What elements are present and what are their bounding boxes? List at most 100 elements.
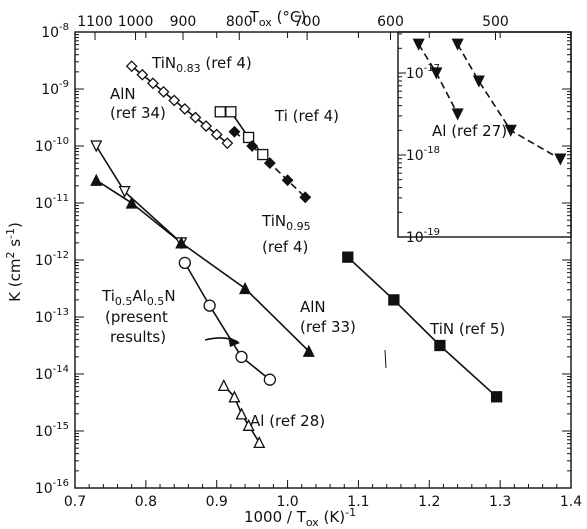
data-point bbox=[118, 185, 131, 199]
data-point bbox=[214, 106, 226, 118]
y-tick-label: 10-10 bbox=[35, 136, 69, 155]
top-axis-label: Tox (°C) bbox=[249, 8, 307, 29]
label-aln33: AlN bbox=[300, 298, 326, 316]
data-point bbox=[490, 391, 503, 403]
data-point bbox=[221, 137, 234, 150]
top-tick-label: 500 bbox=[482, 14, 509, 30]
label-present: Ti0.5Al0.5N bbox=[101, 287, 176, 308]
data-point bbox=[430, 67, 443, 80]
x-tick-label: 0.7 bbox=[64, 494, 86, 510]
label-tin095: TiN0.95 bbox=[261, 212, 311, 233]
data-point bbox=[302, 344, 315, 357]
y-tick-label: 10-9 bbox=[41, 79, 69, 98]
x-tick-label: 1.3 bbox=[489, 494, 511, 510]
data-point bbox=[472, 75, 485, 88]
x-tick-label: 0.9 bbox=[206, 494, 228, 510]
series-markers bbox=[90, 38, 567, 449]
data-point bbox=[147, 77, 159, 90]
data-point bbox=[217, 378, 230, 392]
data-point bbox=[200, 120, 213, 132]
inset-series-line bbox=[417, 43, 459, 115]
data-point bbox=[253, 435, 266, 449]
data-point bbox=[388, 294, 400, 306]
top-tick-label: 700 bbox=[294, 14, 321, 30]
data-point bbox=[451, 38, 464, 51]
label-al27: Al (ref 27) bbox=[432, 122, 507, 140]
data-point bbox=[90, 140, 103, 153]
data-point bbox=[225, 106, 237, 118]
series-line bbox=[131, 65, 228, 144]
data-point bbox=[257, 148, 269, 161]
data-point bbox=[90, 173, 103, 186]
data-point bbox=[178, 103, 191, 115]
label-tin5: TiN (ref 5) bbox=[429, 320, 505, 338]
data-point bbox=[554, 153, 567, 166]
data-point bbox=[168, 94, 181, 107]
data-point bbox=[263, 157, 276, 170]
y-tick-label: 10-11 bbox=[35, 193, 69, 212]
inset-y-tick-label: 10-19 bbox=[406, 227, 440, 246]
top-tick-label: 900 bbox=[170, 14, 197, 30]
x-tick-label: 0.8 bbox=[135, 494, 157, 510]
axis-ticks: 0.7 0.8 0.9 1.0 1.1 1.2 1.3 1.4 1100 1000 900 800 70… bbox=[35, 14, 582, 510]
data-point bbox=[235, 407, 248, 420]
data-point bbox=[203, 299, 216, 312]
label-aln34-ref: (ref 34) bbox=[110, 104, 166, 122]
x-tick-label: 1.1 bbox=[347, 494, 369, 510]
y-axis-label: K (cm2 s-1) bbox=[4, 222, 24, 302]
label-tin083: TiN0.83 (ref 4) bbox=[151, 54, 252, 75]
y-tick-label: 10-13 bbox=[35, 307, 69, 326]
x-tick-label: 1.0 bbox=[276, 494, 298, 510]
data-point bbox=[242, 418, 255, 431]
data-point bbox=[210, 128, 223, 141]
data-point bbox=[263, 373, 277, 386]
inset-frame bbox=[397, 31, 572, 238]
data-point bbox=[136, 68, 149, 81]
data-point bbox=[412, 38, 425, 51]
label-ti: Ti (ref 4) bbox=[274, 107, 339, 125]
data-point bbox=[504, 124, 517, 137]
label-present-3: results) bbox=[110, 328, 166, 346]
top-tick-label: 600 bbox=[377, 14, 404, 30]
label-al28: Al (ref 28) bbox=[250, 412, 325, 430]
label-aln34: AlN bbox=[110, 85, 136, 103]
data-point bbox=[281, 174, 294, 187]
y-tick-label: 10-14 bbox=[35, 364, 69, 383]
top-tick-label: 1100 bbox=[77, 14, 113, 30]
data-point bbox=[451, 108, 464, 121]
y-tick-label: 10-15 bbox=[35, 421, 69, 440]
data-point bbox=[125, 196, 138, 209]
top-tick-label: 800 bbox=[226, 14, 253, 30]
data-point bbox=[246, 140, 259, 152]
x-axis-label: 1000 / Tox (K)-1 bbox=[244, 506, 356, 529]
data-point bbox=[228, 390, 241, 403]
data-point bbox=[125, 60, 138, 73]
label-aln33-ref: (ref 33) bbox=[300, 318, 356, 336]
label-present-2: (present bbox=[105, 308, 168, 326]
series-line bbox=[184, 262, 271, 381]
data-point bbox=[157, 85, 170, 98]
top-tick-label: 1000 bbox=[118, 14, 154, 30]
data-point bbox=[178, 256, 191, 270]
inset-y-tick-label: 10-18 bbox=[406, 145, 440, 164]
y-tick-label: 10-8 bbox=[41, 22, 69, 41]
stray-mark bbox=[384, 349, 387, 369]
data-point bbox=[228, 125, 241, 138]
y-tick-label: 10-12 bbox=[35, 250, 69, 269]
x-tick-label: 1.2 bbox=[418, 494, 440, 510]
series-line bbox=[95, 145, 182, 244]
inset-series-line bbox=[456, 43, 561, 160]
x-tick-label: 1.4 bbox=[560, 494, 582, 510]
arrow-head bbox=[228, 336, 240, 347]
data-point bbox=[434, 339, 446, 352]
data-point bbox=[235, 350, 248, 364]
data-point bbox=[175, 236, 188, 249]
data-point bbox=[242, 131, 255, 144]
y-tick-label: 10-16 bbox=[35, 478, 69, 497]
data-point bbox=[189, 111, 202, 124]
data-point bbox=[342, 251, 354, 263]
series-line bbox=[347, 256, 498, 398]
data-point bbox=[239, 282, 252, 295]
label-tin095-ref: (ref 4) bbox=[262, 238, 308, 256]
